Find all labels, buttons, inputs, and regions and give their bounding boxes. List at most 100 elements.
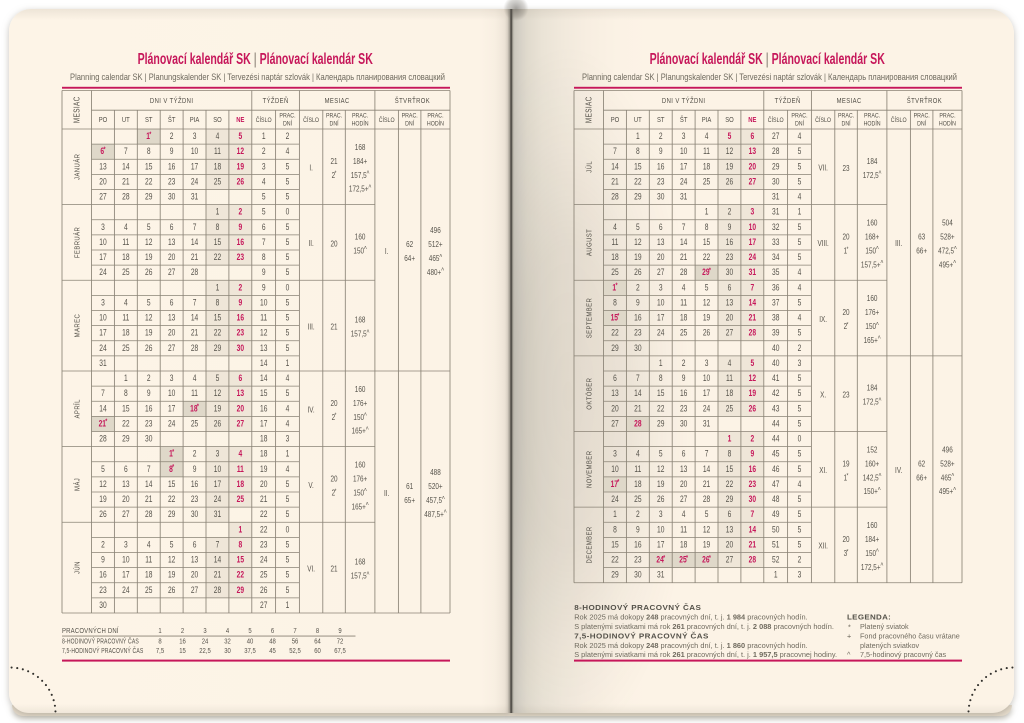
svg-text:6: 6 [682,449,686,459]
svg-text:NOVEMBER: NOVEMBER [586,451,594,488]
svg-text:22: 22 [214,328,221,338]
svg-text:15: 15 [179,647,186,655]
svg-text:28: 28 [214,585,222,595]
svg-text:20: 20 [168,252,176,262]
svg-text:31: 31 [657,570,665,580]
svg-text:22: 22 [726,479,733,489]
svg-text:22: 22 [260,509,267,519]
svg-text:ST: ST [145,117,153,125]
svg-text:25: 25 [214,176,222,186]
svg-text:5: 5 [286,176,290,186]
svg-text:5: 5 [798,237,802,247]
svg-text:29: 29 [214,343,222,353]
svg-text:16: 16 [634,539,642,549]
svg-text:19: 19 [145,252,153,262]
svg-text:1: 1 [613,509,617,519]
svg-text:9: 9 [193,464,197,474]
svg-text:5: 5 [286,328,290,338]
svg-text:165+^: 165+^ [864,335,882,345]
svg-text:12: 12 [703,297,710,307]
svg-text:22: 22 [237,570,245,580]
svg-text:184: 184 [867,383,878,393]
svg-text:29: 29 [611,570,619,580]
svg-text:14: 14 [703,464,711,474]
svg-text:5: 5 [286,222,290,232]
svg-text:18: 18 [122,328,130,338]
svg-text:8: 8 [262,252,266,262]
svg-text:11: 11 [726,373,733,383]
svg-text:26: 26 [749,403,757,413]
svg-text:168: 168 [355,142,366,152]
svg-text:28: 28 [191,267,199,277]
svg-text:9: 9 [170,146,174,156]
svg-text:32: 32 [224,638,231,646]
svg-text:42: 42 [772,388,779,398]
svg-text:LEGENDA:: LEGENDA: [847,613,891,622]
svg-text:28: 28 [611,192,619,202]
svg-text:23: 23 [168,176,176,186]
svg-text:168+: 168+ [865,232,880,242]
svg-text:14: 14 [122,161,130,171]
svg-text:20: 20 [843,307,850,317]
svg-text:0: 0 [286,282,290,292]
svg-text:65+: 65+ [404,495,415,505]
svg-text:12: 12 [703,524,710,534]
svg-text:PIA: PIA [190,117,200,125]
svg-text:13: 13 [611,388,619,398]
svg-text:17: 17 [99,328,106,338]
svg-text:17: 17 [703,388,710,398]
svg-text:56: 56 [292,638,299,646]
svg-text:157,5^: 157,5^ [351,329,370,339]
svg-text:22: 22 [611,555,618,565]
svg-text:1*: 1* [844,472,849,482]
svg-text:5: 5 [286,570,290,580]
svg-text:PO: PO [99,117,108,125]
svg-text:17: 17 [122,570,129,580]
svg-text:5: 5 [798,449,802,459]
svg-text:9: 9 [682,373,686,383]
svg-text:4: 4 [798,313,802,323]
svg-text:7: 7 [262,237,266,247]
svg-text:2: 2 [181,628,184,636]
svg-text:2*: 2* [332,487,337,497]
svg-text:7: 7 [216,539,220,549]
svg-text:15: 15 [611,539,619,549]
svg-text:160: 160 [355,460,366,470]
svg-text:12: 12 [634,237,641,247]
svg-text:DNI V TÝŽDNI: DNI V TÝŽDNI [662,95,705,105]
svg-text:PRAC.: PRAC. [326,112,342,120]
svg-text:PRAC.: PRAC. [914,112,930,120]
svg-text:24*: 24* [656,554,665,565]
svg-text:11: 11 [214,146,221,156]
svg-text:Planning calendar SK | Planung: Planning calendar SK | Planungskalender … [70,71,445,82]
svg-text:8: 8 [705,222,709,232]
svg-text:IV.: IV. [895,465,902,475]
svg-text:21: 21 [749,539,757,549]
svg-text:22: 22 [122,418,129,428]
svg-text:19: 19 [99,494,107,504]
svg-text:18: 18 [634,479,642,489]
svg-text:27: 27 [99,192,106,202]
svg-text:16: 16 [179,638,186,646]
svg-text:46: 46 [772,464,780,474]
svg-text:ČÍSLO: ČÍSLO [768,117,784,125]
svg-text:20: 20 [331,474,338,484]
svg-text:15: 15 [634,161,642,171]
svg-text:PRACOVNÝCH DNÍ: PRACOVNÝCH DNÍ [62,626,119,636]
svg-text:4: 4 [226,628,229,636]
svg-text:1: 1 [286,449,290,459]
svg-text:2: 2 [238,207,242,217]
svg-text:UT: UT [634,117,642,125]
svg-text:28: 28 [703,494,711,504]
svg-text:OKTÓBER: OKTÓBER [584,378,594,410]
svg-text:1: 1 [262,131,266,141]
svg-text:7: 7 [193,222,197,232]
svg-text:4: 4 [286,403,290,413]
svg-text:10: 10 [122,555,130,565]
svg-text:5: 5 [798,222,802,232]
svg-text:7: 7 [124,146,128,156]
svg-text:150^: 150^ [353,412,367,422]
svg-text:4: 4 [262,176,266,186]
svg-text:160: 160 [867,218,878,228]
svg-text:33: 33 [772,237,780,247]
